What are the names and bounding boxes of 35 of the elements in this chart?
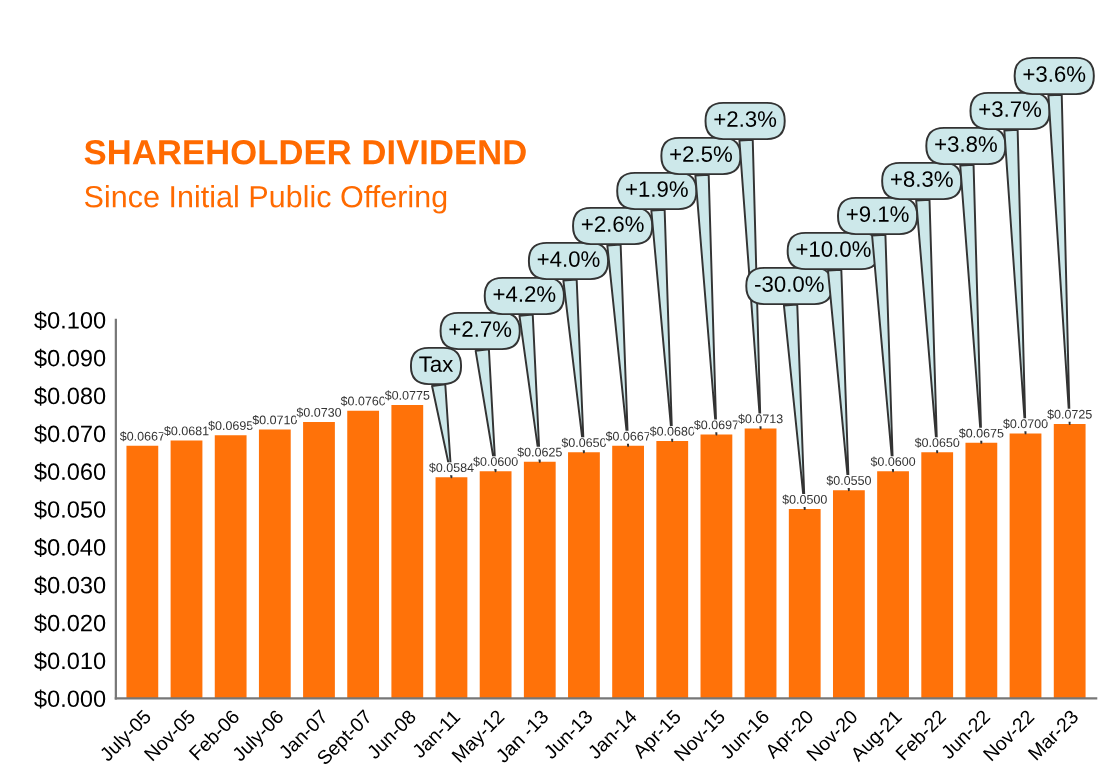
annotation: +3.7%	[979, 101, 1042, 117]
chart-subtitle: Since Initial Public Offering	[84, 185, 447, 214]
y-tick-label: $0.040	[34, 538, 106, 558]
annotation: +3.8%	[935, 136, 997, 152]
y-tick-label: $0.100	[34, 310, 106, 331]
y-tick-label: $0.000	[34, 689, 106, 709]
annotation: +2.3%	[714, 111, 777, 127]
y-tick-label: $0.060	[34, 462, 106, 482]
bar	[303, 422, 335, 699]
annotation: +9.1%	[846, 206, 909, 222]
chart-title: SHAREHOLDER DIVIDEND	[84, 139, 526, 165]
bar	[170, 440, 203, 699]
annotation: +4.2%	[493, 286, 556, 302]
annotation: +10.0%	[796, 241, 871, 257]
annotation: +4.0%	[537, 251, 600, 267]
y-tick-label: $0.010	[34, 651, 106, 671]
y-tick-label: $0.070	[34, 424, 106, 444]
bar	[258, 429, 291, 699]
bar	[391, 405, 424, 699]
y-tick-label: $0.050	[34, 500, 106, 520]
y-tick-label: $0.080	[34, 386, 106, 406]
y-tick-label: $0.020	[34, 613, 106, 633]
bar	[214, 435, 247, 699]
annotation: +8.3%	[891, 171, 953, 187]
annotation: +2.5%	[670, 146, 732, 162]
annotation: +3.6%	[1023, 66, 1086, 82]
annotation: +2.6%	[581, 216, 644, 232]
annotation: +2.7%	[449, 321, 512, 337]
bar	[126, 445, 159, 699]
y-tick-label: $0.030	[34, 575, 106, 595]
annotation: -30.0%	[755, 276, 824, 292]
bar	[347, 410, 380, 699]
y-tick-label: $0.090	[34, 348, 106, 368]
annotation: +1.9%	[626, 181, 688, 197]
annotation: Tax	[419, 356, 454, 372]
